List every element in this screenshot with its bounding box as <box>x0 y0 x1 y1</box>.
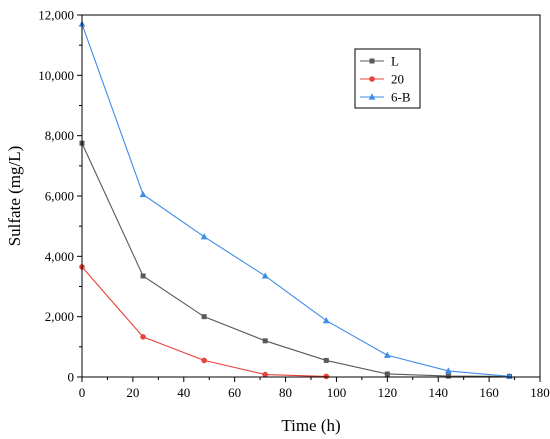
x-axis-title: Time (h) <box>281 416 340 435</box>
series-line-6-B <box>81 23 510 377</box>
series-point-6-B <box>445 367 452 374</box>
series-point-L <box>201 314 207 320</box>
series-line-L <box>81 142 510 377</box>
x-tick-label: 40 <box>177 385 190 400</box>
legend-label: L <box>391 54 399 69</box>
x-tick-label: 120 <box>378 385 398 400</box>
y-tick-label: 2,000 <box>45 309 74 324</box>
series-point-L <box>262 338 268 344</box>
x-tick-label: 160 <box>479 385 499 400</box>
x-tick-label: 80 <box>279 385 292 400</box>
x-tick-label: 20 <box>126 385 139 400</box>
plot-frame <box>81 14 541 378</box>
series-point-L <box>445 373 451 379</box>
y-tick-label: 8,000 <box>45 128 74 143</box>
x-tick-label: 180 <box>530 385 550 400</box>
series-point-20 <box>323 373 330 380</box>
legend-marker-20 <box>369 76 375 82</box>
y-tick-label: 0 <box>68 370 75 385</box>
series-point-20 <box>140 334 146 340</box>
y-tick-label: 6,000 <box>45 189 74 204</box>
series-point-L <box>323 357 329 363</box>
x-tick-label: 100 <box>327 385 347 400</box>
series-point-L <box>140 273 146 279</box>
legend-marker-6-B <box>368 93 376 100</box>
x-tick-label: 0 <box>79 385 86 400</box>
y-tick-label: 4,000 <box>45 249 74 264</box>
y-axis: 0 2,000 4,000 6,000 8,000 10,000 12,000 <box>38 8 82 385</box>
series-point-6-B <box>200 233 208 240</box>
series-point-6-B <box>322 316 330 324</box>
legend-marker-L <box>369 58 375 64</box>
legend-label: 6-B <box>391 90 411 105</box>
series-point-20 <box>201 357 207 364</box>
y-tick-label: 12,000 <box>38 8 74 23</box>
legend-label: 20 <box>391 72 404 87</box>
series-point-20 <box>262 371 269 378</box>
x-axis: 0 20 40 60 80 100 120 140 160 180 <box>79 377 550 400</box>
x-tick-label: 60 <box>228 385 241 400</box>
legend: L 20 6-B <box>354 48 421 109</box>
series-point-6-B <box>383 351 391 358</box>
series-point-6-B <box>139 190 147 198</box>
x-tick-label: 140 <box>428 385 448 400</box>
series-point-6-B <box>261 272 269 279</box>
y-tick-label: 10,000 <box>38 68 74 83</box>
y-axis-title: Sulfate (mg/L) <box>5 146 24 247</box>
plot-marks <box>78 20 513 380</box>
series-point-L <box>384 371 390 377</box>
